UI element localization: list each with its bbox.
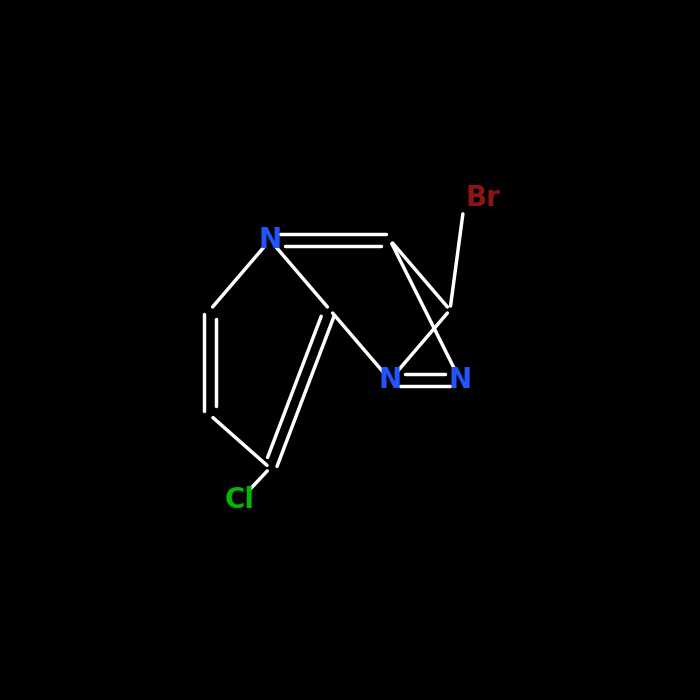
Text: Br: Br bbox=[465, 184, 500, 212]
Text: N: N bbox=[449, 366, 472, 394]
Text: N: N bbox=[379, 366, 402, 394]
Text: Cl: Cl bbox=[225, 486, 255, 514]
Text: N: N bbox=[258, 226, 281, 254]
